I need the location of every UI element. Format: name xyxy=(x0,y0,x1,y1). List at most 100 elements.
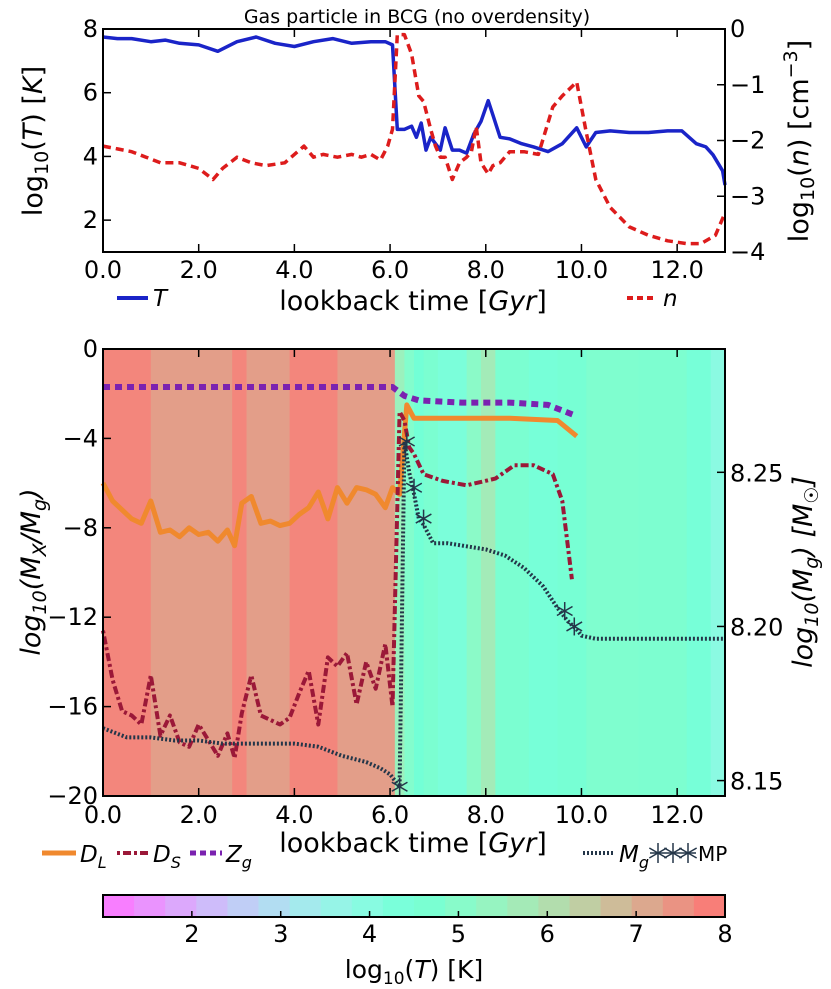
star-stroke xyxy=(556,605,573,617)
main-xtick-label: 6.0 xyxy=(371,801,409,829)
top-ytick2-label: 0 xyxy=(730,15,745,43)
main-ytick2-label: 8.15 xyxy=(730,768,783,796)
legend-star-markers xyxy=(648,843,698,863)
colorbar-cell xyxy=(662,895,695,917)
legend-star xyxy=(648,843,668,863)
background-band xyxy=(528,349,559,796)
background-band xyxy=(466,349,482,796)
colorbar-tick-label: 7 xyxy=(629,920,644,948)
colorbar-cell xyxy=(103,895,135,917)
colorbar-cell xyxy=(693,895,726,917)
top-xtick-label: 4.0 xyxy=(275,256,313,284)
top-ytick-label: 4 xyxy=(83,142,98,170)
colorbar-cell xyxy=(382,895,415,917)
background-band xyxy=(710,349,726,796)
top-ylabel2: log10(n) [cm−3] xyxy=(780,40,819,242)
colorbar-tick-label: 2 xyxy=(184,920,199,948)
top-xtick-label: 6.0 xyxy=(371,256,409,284)
colorbar-tick-label: 8 xyxy=(717,920,732,948)
top-ylabel: log10(T) [K] xyxy=(18,66,53,216)
background-band xyxy=(638,349,688,796)
background-band xyxy=(480,349,496,796)
colorbar-cell xyxy=(445,895,477,917)
colorbar-tick-label: 3 xyxy=(273,920,288,948)
series-Zg xyxy=(103,384,578,419)
top-ytick2-label: −3 xyxy=(730,182,765,210)
background-band xyxy=(150,349,233,796)
background-band xyxy=(232,349,248,796)
temperature-background xyxy=(103,349,726,796)
legend-Mg: Mg xyxy=(583,842,649,872)
main-plot-frame xyxy=(102,348,726,797)
main-xtick-label: 8.0 xyxy=(467,801,505,829)
colorbar-ticks: 2 3 4 5 6 7 8 xyxy=(184,911,733,948)
top-xtick-label: 8.0 xyxy=(467,256,505,284)
star-stroke xyxy=(391,781,408,792)
main-ytick-label: −4 xyxy=(63,424,98,452)
colorbar-cells xyxy=(103,895,726,917)
top-xtick-label: 2.0 xyxy=(180,256,218,284)
legend-label-MP: MP xyxy=(698,842,727,866)
main-ytick-label: 0 xyxy=(83,335,98,363)
colorbar-cell xyxy=(258,895,291,917)
colorbar-cell xyxy=(631,895,664,917)
legend-label-n: n xyxy=(663,286,678,312)
background-band xyxy=(103,349,152,796)
main-ytick-label: −16 xyxy=(47,693,98,721)
legend-DS: DS xyxy=(117,842,181,872)
star-stroke xyxy=(398,436,415,447)
top-title: Gas particle in BCG (no overdensity) xyxy=(244,6,590,28)
colorbar-cell xyxy=(320,895,353,917)
background-band xyxy=(404,349,415,796)
background-band xyxy=(414,349,425,796)
colorbar-cell xyxy=(507,895,539,917)
legend-label-T: T xyxy=(153,286,169,312)
background-band xyxy=(246,349,291,796)
top-panel: Gas particle in BCG (no overdensity) 0.0… xyxy=(18,6,819,317)
colorbar-cell xyxy=(227,895,259,917)
legend-MP: MP xyxy=(648,842,727,866)
legend-star xyxy=(678,843,698,863)
legend-label-Zg: Zg xyxy=(225,842,252,872)
legend-Zg: Zg xyxy=(190,842,252,872)
MP-marker xyxy=(415,509,432,528)
top-legend-n: n xyxy=(627,286,678,312)
background-band xyxy=(437,349,468,796)
top-ytick2-label: −4 xyxy=(730,238,765,266)
top-axis-ticks: 0.0 2.0 4.0 6.0 8.0 10.0 12.0 2 4 6 8 0 −1 −2 −3 −4 xyxy=(83,15,766,284)
MP-marker xyxy=(566,617,583,636)
MP-marker xyxy=(391,777,408,796)
background-band xyxy=(495,349,530,796)
top-ytick2-label: −1 xyxy=(730,71,765,99)
colorbar-cell xyxy=(351,895,384,917)
main-ytick2-label: 8.25 xyxy=(730,459,783,487)
background-band xyxy=(394,349,406,796)
background-band xyxy=(586,349,640,796)
colorbar-tick-label: 5 xyxy=(451,920,466,948)
background-band xyxy=(686,349,712,796)
colorbar-cell xyxy=(476,895,508,917)
background-band xyxy=(337,349,396,796)
colorbar-tick-label: 6 xyxy=(540,920,555,948)
colorbar-cell xyxy=(165,895,197,917)
MP-marker xyxy=(398,432,415,451)
legend-label-Mg: Mg xyxy=(619,842,649,872)
colorbar-tick-label: 4 xyxy=(362,920,377,948)
background-band xyxy=(423,349,439,796)
top-ytick-label: 6 xyxy=(83,79,98,107)
main-ytick-label: −20 xyxy=(47,782,98,810)
main-xtick-label: 0.0 xyxy=(84,801,122,829)
colorbar-cell xyxy=(600,895,633,917)
main-xtick-label: 4.0 xyxy=(275,801,313,829)
top-xtick-label: 12.0 xyxy=(650,256,703,284)
top-xtick-label: 10.0 xyxy=(555,256,608,284)
star-stroke xyxy=(648,847,668,859)
main-xlabel: lookback time [Gyr] xyxy=(279,828,547,859)
star-stroke xyxy=(405,482,423,493)
background-band xyxy=(289,349,339,796)
colorbar-cell xyxy=(569,895,602,917)
top-legend-T: T xyxy=(117,286,169,312)
series-DL xyxy=(100,402,579,549)
colorbar-cell xyxy=(196,895,228,917)
